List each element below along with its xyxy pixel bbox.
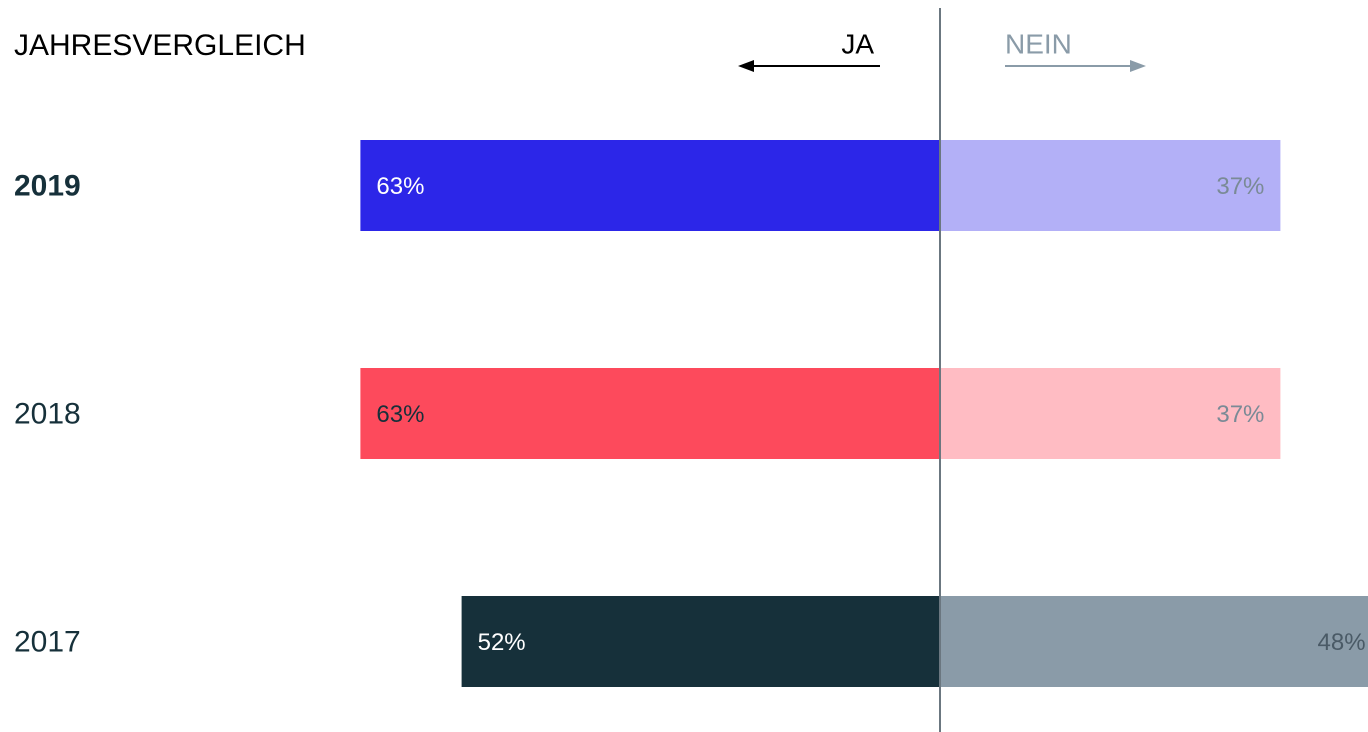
value-label: 48% — [1318, 629, 1366, 656]
value-label: 52% — [478, 629, 526, 656]
value-label: 37% — [1216, 173, 1264, 200]
bar — [940, 596, 1368, 687]
category-label: 2017 — [14, 625, 81, 658]
legend-arrowhead — [738, 60, 754, 72]
value-label: 37% — [1216, 401, 1264, 428]
bar — [940, 368, 1281, 459]
chart-title: JAHRESVERGLEICH — [14, 29, 306, 62]
value-label: 63% — [376, 173, 424, 200]
bar — [461, 596, 940, 687]
legend: JA NEIN — [738, 28, 1146, 72]
bar — [360, 368, 940, 459]
bar — [940, 140, 1281, 231]
legend-label: JA — [841, 28, 874, 59]
bar — [360, 140, 940, 231]
value-label: 63% — [376, 401, 424, 428]
category-label: 2019 — [14, 169, 81, 202]
category-label: 2018 — [14, 397, 81, 430]
bars: 2019 63% 37% 2018 63% 37% 2017 52% 48% — [14, 140, 1368, 687]
legend-arrowhead — [1130, 60, 1146, 72]
legend-label: NEIN — [1005, 28, 1072, 59]
